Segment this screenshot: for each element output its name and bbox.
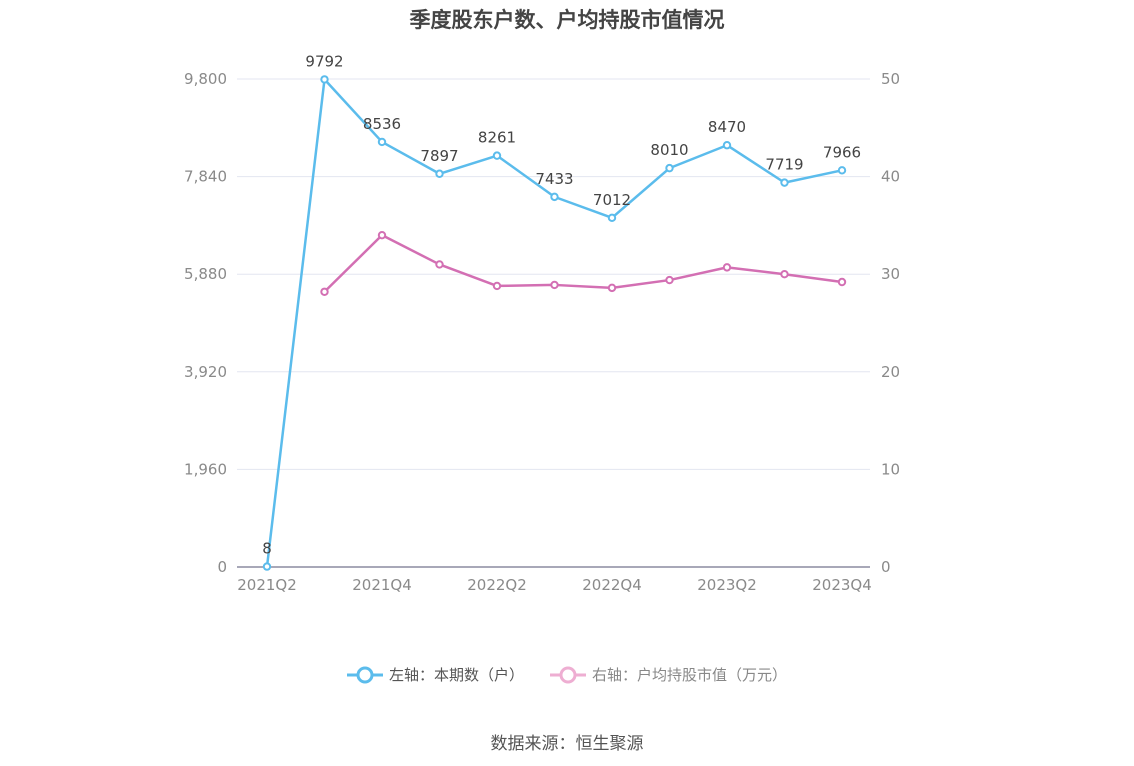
data-point[interactable] bbox=[492, 151, 502, 160]
data-point[interactable] bbox=[665, 275, 674, 285]
data-point[interactable] bbox=[607, 283, 617, 293]
legend-item-shareholders[interactable]: 左轴：本期数（户） bbox=[346, 664, 524, 685]
y-right-tick-label: 20 bbox=[881, 363, 900, 381]
legend-item-avg-value[interactable]: 右轴：户均持股市值（万元） bbox=[550, 664, 787, 685]
data-point[interactable] bbox=[607, 213, 617, 223]
data-label: 7012 bbox=[593, 191, 631, 209]
x-tick-label: 2022Q4 bbox=[582, 576, 642, 594]
series-line bbox=[265, 78, 843, 567]
data-point[interactable] bbox=[550, 192, 559, 202]
data-label: 8010 bbox=[650, 141, 688, 159]
data-point[interactable] bbox=[262, 562, 272, 571]
y-left-tick-label: 7,840 bbox=[184, 168, 227, 186]
data-point[interactable] bbox=[780, 178, 789, 187]
y-right-tick-label: 0 bbox=[881, 558, 891, 576]
y-right-tick-label: 30 bbox=[881, 265, 900, 283]
data-label: 8261 bbox=[478, 129, 516, 147]
legend-swatch-shareholders bbox=[346, 666, 383, 683]
y-left-tick-label: 1,960 bbox=[184, 460, 227, 478]
data-point[interactable] bbox=[320, 75, 329, 84]
data-point[interactable] bbox=[550, 280, 559, 290]
data-point[interactable] bbox=[780, 270, 789, 279]
data-labels: 8 9792 8536 7897 8261 7433 7012 8010 8470 7719 796… bbox=[262, 52, 861, 557]
y-left-tick-label: 3,920 bbox=[184, 363, 227, 381]
series bbox=[262, 75, 847, 571]
legend-swatch-avg-value bbox=[550, 666, 586, 683]
axes: 0 0 1,960 10 3,920 20 5,880 30 7,840 40 9,800 50 202… bbox=[184, 70, 900, 594]
data-point[interactable] bbox=[722, 141, 732, 150]
data-point[interactable] bbox=[492, 281, 502, 291]
chart-title: 季度股东户数、户均持股市值情况 bbox=[409, 8, 725, 32]
data-label: 7897 bbox=[420, 147, 458, 165]
data-label: 7719 bbox=[765, 156, 803, 174]
data-label: 8 bbox=[262, 540, 272, 558]
y-right-tick-label: 40 bbox=[881, 168, 900, 186]
data-point[interactable] bbox=[435, 169, 444, 178]
data-point[interactable] bbox=[837, 277, 847, 287]
data-label: 8470 bbox=[708, 118, 746, 136]
data-label: 9792 bbox=[305, 52, 343, 70]
series-line bbox=[323, 233, 843, 293]
x-tick-label: 2021Q2 bbox=[237, 576, 297, 594]
data-point[interactable] bbox=[722, 263, 732, 272]
data-label: 7966 bbox=[823, 143, 861, 161]
y-left-tick-label: 9,800 bbox=[184, 70, 227, 88]
legend-label-shareholders: 左轴：本期数（户） bbox=[388, 666, 524, 684]
data-label: 7433 bbox=[535, 170, 573, 188]
y-right-tick-label: 10 bbox=[881, 460, 900, 478]
x-tick-label: 2022Q2 bbox=[467, 576, 527, 594]
y-left-tick-label: 0 bbox=[217, 558, 227, 576]
data-point[interactable] bbox=[837, 166, 847, 175]
data-point[interactable] bbox=[320, 287, 329, 296]
data-point[interactable] bbox=[435, 260, 444, 269]
y-left-tick-label: 5,880 bbox=[184, 265, 227, 283]
y-right-tick-label: 50 bbox=[881, 70, 900, 88]
data-point[interactable] bbox=[377, 230, 387, 240]
x-tick-label: 2023Q4 bbox=[812, 576, 872, 594]
legend: 左轴：本期数（户） 右轴：户均持股市值（万元） bbox=[0, 664, 1134, 685]
x-tick-label: 2023Q2 bbox=[697, 576, 757, 594]
data-point[interactable] bbox=[377, 137, 387, 147]
x-tick-label: 2021Q4 bbox=[352, 576, 412, 594]
legend-label-avg-value: 右轴：户均持股市值（万元） bbox=[592, 666, 788, 684]
data-label: 8536 bbox=[363, 115, 401, 133]
source-text: 数据来源：恒生聚源 bbox=[490, 734, 644, 754]
data-point[interactable] bbox=[665, 163, 674, 173]
